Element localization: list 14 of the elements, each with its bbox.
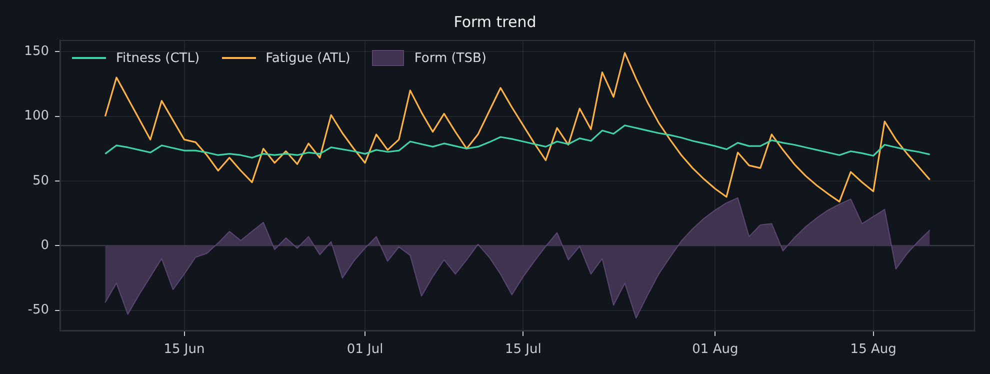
legend-label: Form (TSB) — [414, 50, 486, 66]
x-tick-label: 15 Jul — [504, 342, 542, 358]
y-tick-label: 100 — [24, 108, 49, 124]
y-tick-label: 0 — [40, 238, 49, 254]
legend-label: Fatigue (ATL) — [266, 50, 350, 66]
chart-title: Form trend — [452, 13, 538, 31]
y-tick-label: 150 — [24, 44, 49, 60]
y-tick-label: 50 — [32, 173, 49, 188]
x-tick-label: 15 Aug — [850, 342, 896, 358]
legend-label: Fitness (CTL) — [116, 50, 200, 66]
y-tick-label: -50 — [28, 302, 49, 318]
x-tick-label: 15 Jun — [164, 342, 205, 358]
x-tick-label: 01 Aug — [692, 342, 738, 358]
x-tick-label: 01 Jul — [346, 342, 384, 358]
